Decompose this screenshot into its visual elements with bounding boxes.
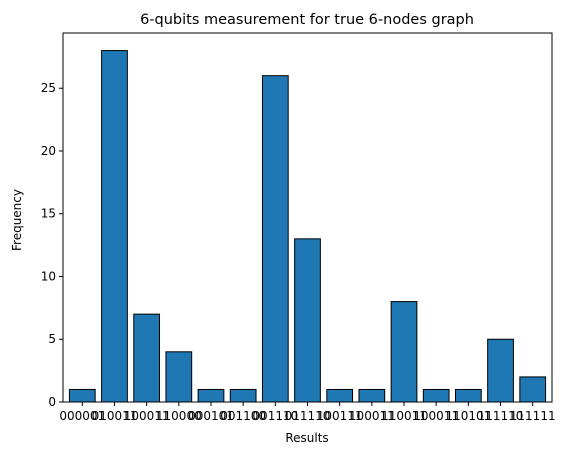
chart-title: 6-qubits measurement for true 6-nodes gr…: [140, 12, 474, 28]
bar-10: [390, 301, 418, 403]
bar-9: [358, 388, 386, 403]
y-tick-label: 10: [41, 269, 56, 283]
bar-3: [165, 351, 193, 403]
bar-11: [422, 388, 450, 403]
x-tick-label: 100111: [317, 409, 363, 423]
x-tick-label: 010011: [92, 409, 138, 423]
bar-13: [487, 338, 514, 403]
x-tick-label: 111111: [510, 409, 556, 423]
x-tick-label: 100011: [349, 409, 395, 423]
y-tick-label: 0: [48, 395, 56, 409]
x-tick-label: 011110: [285, 409, 331, 423]
y-axis-label: Frequency: [10, 189, 24, 251]
x-tick-label: 100011: [124, 409, 170, 423]
x-tick-label: 110011: [381, 409, 427, 423]
x-tick-label: 100011: [413, 409, 459, 423]
x-tick-label: 110000: [156, 409, 202, 423]
bar-7: [294, 238, 321, 403]
bar-8: [326, 388, 354, 403]
x-tick-label: 001110: [252, 409, 298, 423]
plot-area: 0510152025000001010011100011110000000101…: [41, 32, 556, 423]
bar-14: [519, 376, 547, 403]
x-tick-label: 111110: [478, 409, 524, 423]
y-tick-label: 15: [41, 207, 56, 221]
bar-6: [261, 75, 289, 403]
y-tick-label: 20: [41, 144, 56, 158]
bar-0: [68, 388, 96, 403]
x-axis-label: Results: [285, 431, 328, 445]
y-tick-label: 5: [48, 332, 56, 346]
x-tick-label: 000101: [188, 409, 234, 423]
bar-5: [229, 388, 257, 403]
y-tick-label: 25: [41, 81, 56, 95]
bar-4: [197, 388, 225, 403]
bar-12: [454, 388, 482, 403]
x-tick-label: 110101: [445, 409, 491, 423]
bar-2: [133, 313, 161, 403]
x-tick-label: 001100: [220, 409, 266, 423]
bar-1: [101, 50, 128, 403]
x-tick-label: 000001: [59, 409, 105, 423]
